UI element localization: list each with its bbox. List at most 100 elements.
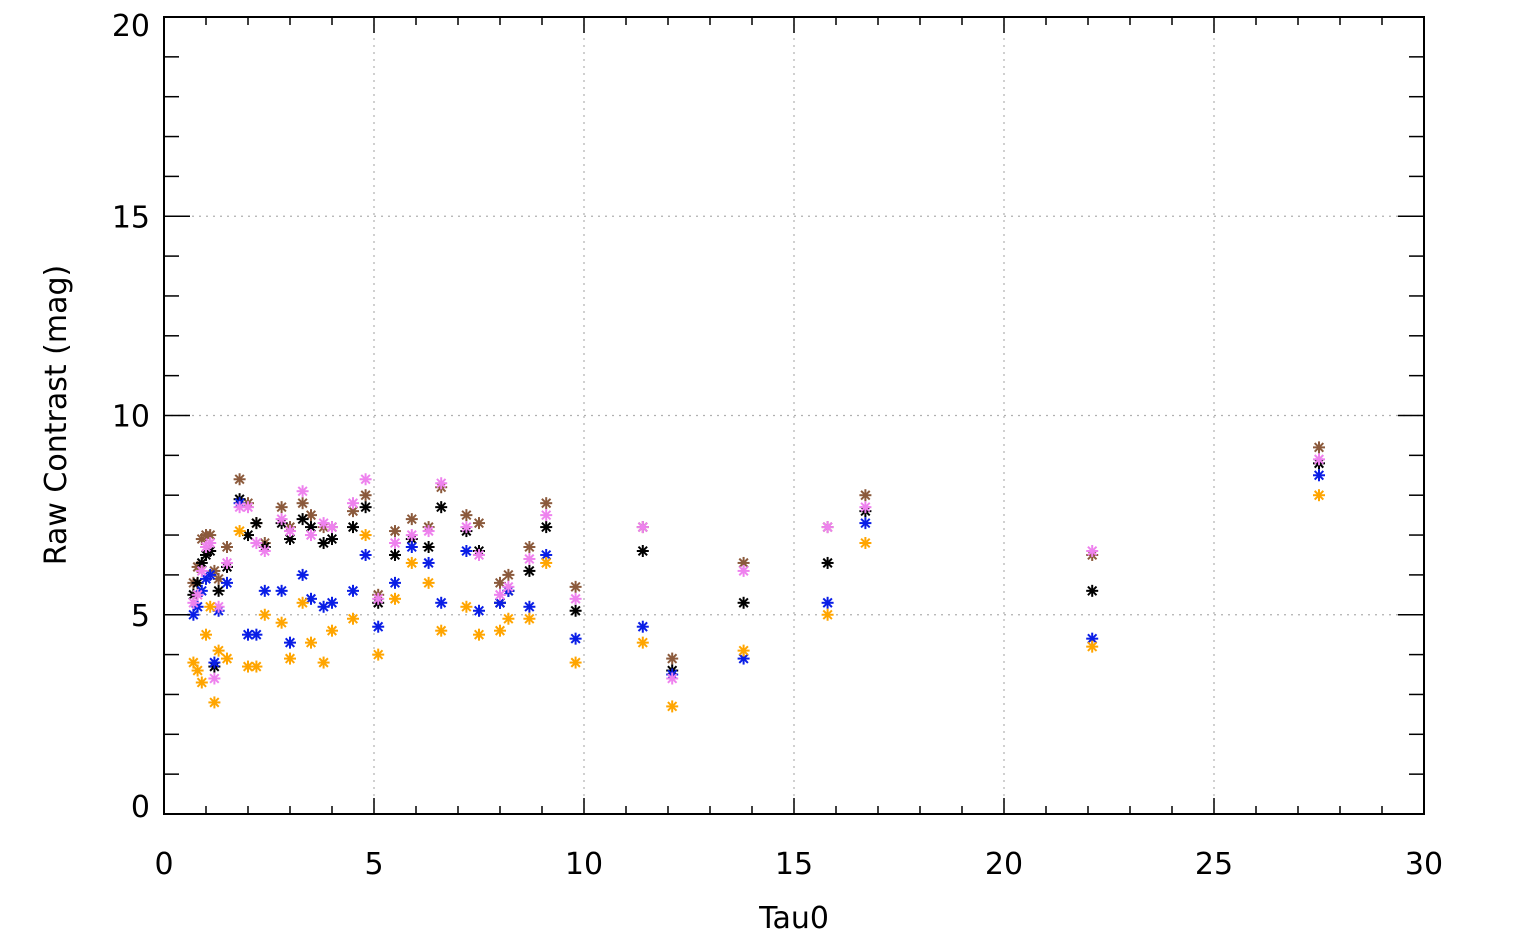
data-point <box>523 541 536 554</box>
data-point <box>666 700 679 713</box>
data-point <box>200 628 212 641</box>
data-point <box>359 473 372 486</box>
data-point <box>460 521 473 534</box>
data-point <box>317 656 330 669</box>
data-point <box>296 497 309 510</box>
data-point <box>1086 584 1099 597</box>
y-tick-label: 10 <box>112 400 150 435</box>
data-point <box>233 501 246 514</box>
data-point <box>242 628 254 641</box>
data-point <box>347 497 359 510</box>
data-point <box>473 517 485 530</box>
data-point <box>204 600 217 613</box>
data-point <box>569 632 582 645</box>
data-point <box>821 596 834 609</box>
data-point <box>372 648 385 661</box>
data-point <box>859 537 872 550</box>
data-point <box>296 596 309 609</box>
data-point <box>191 588 204 601</box>
data-point <box>250 660 263 673</box>
data-point <box>636 636 649 649</box>
data-point <box>859 489 872 502</box>
x-tick-label: 25 <box>1195 847 1233 882</box>
y-tick-labels: 0 5 10 15 20 <box>112 9 150 825</box>
y-tick-label: 0 <box>131 790 150 825</box>
x-tick-labels: 0 5 10 15 20 25 30 <box>154 847 1443 882</box>
data-point <box>250 517 263 530</box>
data-point <box>275 616 288 629</box>
data-point <box>502 580 515 593</box>
data-point <box>540 521 553 534</box>
y-tick-label: 20 <box>112 9 150 44</box>
data-point <box>284 652 296 665</box>
data-point <box>1313 453 1325 466</box>
data-point <box>204 537 217 550</box>
data-point <box>737 596 750 609</box>
y-tick-label: 15 <box>112 200 150 235</box>
data-point <box>250 537 263 550</box>
x-tick-label: 30 <box>1405 847 1443 882</box>
data-point <box>494 624 506 637</box>
data-point <box>494 596 506 609</box>
data-point <box>359 548 372 561</box>
data-point <box>435 624 448 637</box>
data-point <box>221 652 233 665</box>
data-point <box>389 548 401 561</box>
data-point <box>326 521 338 534</box>
data-point <box>540 509 553 522</box>
data-point <box>422 556 435 569</box>
data-point <box>296 513 309 526</box>
data-point <box>666 672 679 685</box>
data-point <box>326 596 338 609</box>
data-point <box>859 517 872 530</box>
data-point <box>460 544 473 557</box>
data-point <box>221 556 233 569</box>
data-point <box>502 568 515 581</box>
data-point <box>389 592 401 605</box>
data-point <box>242 501 254 514</box>
data-point <box>636 521 649 534</box>
data-point <box>233 473 246 486</box>
data-point <box>284 636 296 649</box>
grid-lines <box>164 17 1424 814</box>
data-point <box>250 628 263 641</box>
data-point <box>191 664 204 677</box>
data-point <box>569 580 582 593</box>
data-point <box>422 576 435 589</box>
y-axis-title: Raw Contrast (mag) <box>39 265 74 565</box>
data-point <box>359 501 372 514</box>
data-point <box>821 608 834 621</box>
data-point <box>737 644 750 657</box>
data-point <box>636 544 649 557</box>
data-point <box>326 533 338 546</box>
data-point <box>372 592 385 605</box>
data-point <box>233 525 246 538</box>
data-point <box>1313 441 1325 454</box>
data-point <box>212 584 225 597</box>
data-point <box>347 612 359 625</box>
data-point <box>347 521 359 534</box>
data-point <box>296 485 309 498</box>
data-point <box>422 541 435 554</box>
data-point <box>305 592 317 605</box>
axis-ticks <box>163 16 1425 815</box>
data-point <box>540 556 553 569</box>
data-point <box>405 556 418 569</box>
data-point <box>1313 489 1325 502</box>
x-axis-title: Tau0 <box>758 901 829 936</box>
data-point <box>258 544 271 557</box>
x-tick-label: 5 <box>364 847 383 882</box>
data-point <box>372 620 385 633</box>
data-point <box>305 636 317 649</box>
data-point <box>435 477 448 490</box>
data-point <box>460 600 473 613</box>
x-tick-label: 0 <box>154 847 173 882</box>
data-point <box>347 505 359 518</box>
data-point <box>359 489 372 502</box>
data-point <box>242 660 254 673</box>
data-point <box>389 525 401 538</box>
data-point <box>405 541 418 554</box>
data-point <box>405 513 418 526</box>
data-points <box>187 441 1325 713</box>
